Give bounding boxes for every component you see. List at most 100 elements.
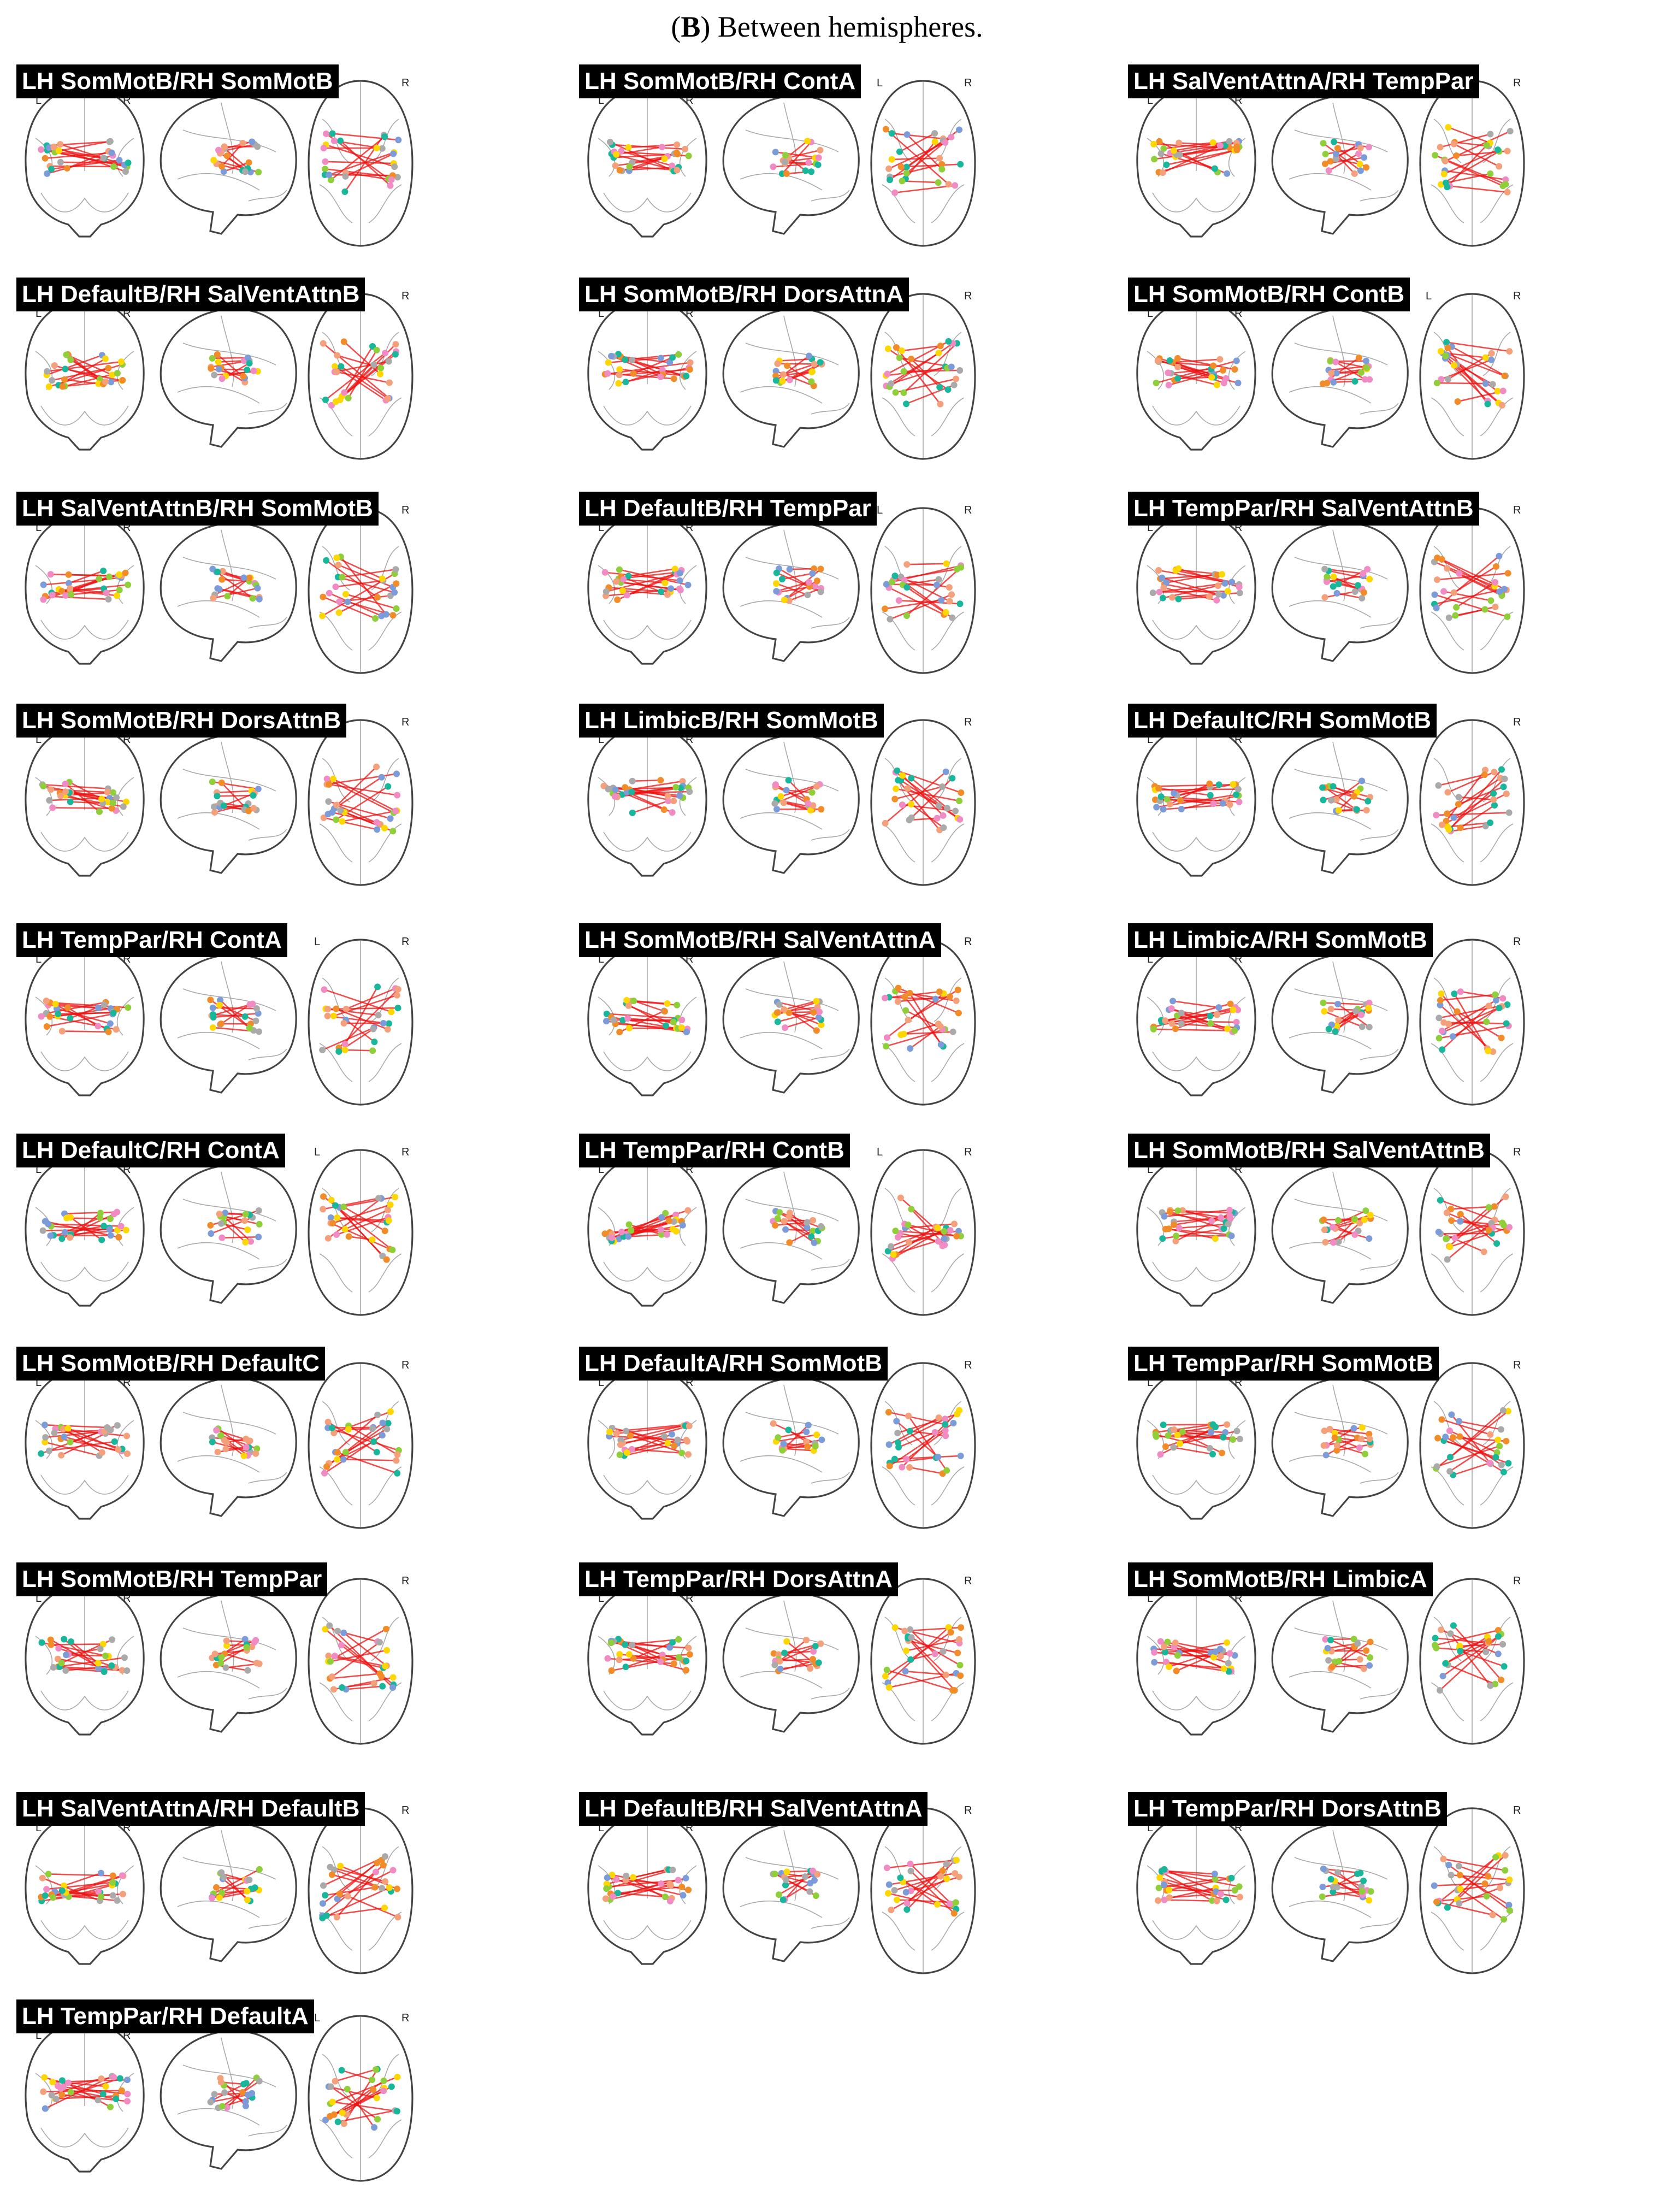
region-node [677, 784, 684, 792]
region-node [668, 1431, 675, 1438]
region-node [615, 1890, 622, 1897]
region-node [250, 805, 257, 812]
region-node [611, 793, 618, 800]
region-node [1360, 1665, 1367, 1672]
region-node [113, 794, 120, 801]
connection-edge [337, 1217, 389, 1222]
sagittal-view [722, 1377, 860, 1517]
connection-edge [902, 180, 938, 184]
region-node [105, 573, 113, 580]
region-node [45, 1447, 52, 1454]
region-node [1434, 555, 1441, 562]
region-node [58, 2077, 66, 2084]
region-node [1226, 1212, 1233, 1219]
region-node [1450, 362, 1457, 369]
region-node [670, 798, 677, 805]
region-node [1357, 144, 1364, 151]
region-node [811, 361, 818, 368]
region-node [1498, 766, 1505, 773]
connection-edge [220, 999, 250, 1029]
region-node [40, 596, 47, 603]
region-node [1453, 604, 1460, 611]
region-node [218, 1889, 226, 1896]
region-node [389, 1246, 396, 1253]
region-node [1213, 381, 1220, 388]
region-node [891, 573, 899, 580]
region-node [1494, 1650, 1502, 1657]
region-node [1366, 576, 1373, 583]
region-node [940, 1648, 947, 1655]
region-node [116, 2075, 123, 2082]
region-node [116, 157, 123, 164]
region-node [109, 1879, 116, 1886]
region-node [216, 1211, 223, 1218]
region-node [780, 799, 787, 806]
region-node [382, 611, 389, 618]
region-node [1360, 1877, 1367, 1884]
connection-edge [1440, 993, 1488, 1049]
connection-edge [909, 1466, 943, 1474]
region-node [676, 585, 683, 592]
region-node [605, 786, 612, 793]
region-nodes [1150, 1638, 1238, 1675]
region-node [324, 1235, 332, 1242]
region-nodes [1433, 766, 1513, 835]
connection-edge [783, 1000, 817, 1011]
region-node [242, 2098, 249, 2105]
region-node [1443, 1235, 1450, 1242]
region-node [108, 379, 115, 386]
region-node [784, 362, 791, 369]
region-node [1456, 1418, 1463, 1425]
region-node [1355, 150, 1362, 157]
connection-edge [776, 581, 810, 592]
region-node [1433, 1898, 1440, 1906]
region-node [214, 568, 221, 575]
region-node [337, 807, 344, 814]
region-node [947, 1227, 954, 1234]
connection-edge [1162, 1020, 1237, 1023]
region-node [339, 818, 346, 825]
region-node [123, 1667, 131, 1674]
connectivity-panel: L R L R LH TempPar/RH ContB [579, 1134, 994, 1319]
region-node [59, 383, 66, 390]
region-node [1170, 1444, 1177, 1451]
region-node [885, 1441, 893, 1448]
region-node [62, 788, 69, 795]
region-node [803, 1438, 810, 1446]
region-node [610, 1017, 617, 1024]
region-nodes [773, 565, 825, 604]
region-node [1351, 378, 1358, 385]
connection-edge [911, 777, 948, 809]
connection-edge [1460, 804, 1495, 829]
region-node [1173, 1667, 1180, 1674]
region-node [1488, 350, 1495, 357]
region-node [60, 1426, 67, 1433]
connection-edge [42, 1877, 101, 1902]
connection-edge [322, 596, 376, 620]
region-node [1324, 1644, 1331, 1651]
region-node [100, 155, 107, 162]
region-node [883, 1865, 890, 1872]
region-node [882, 994, 889, 1001]
region-node [326, 781, 333, 788]
region-node [1333, 1442, 1340, 1449]
region-node [891, 189, 899, 196]
region-node [952, 1870, 959, 1877]
region-node [394, 986, 401, 993]
panel-title: LH TempPar/RH SalVentAttnB [1128, 492, 1479, 526]
region-node [381, 350, 388, 357]
region-node [1486, 1459, 1493, 1466]
connection-edge [902, 775, 944, 816]
region-node [100, 568, 107, 574]
connection-edge [1458, 1887, 1501, 1904]
region-node [938, 161, 946, 168]
region-node [244, 1896, 251, 1903]
panel-title: LH SalVentAttnA/RH DefaultB [16, 1792, 365, 1826]
region-node [1450, 1434, 1457, 1441]
region-node [378, 774, 385, 781]
region-node [780, 371, 787, 378]
